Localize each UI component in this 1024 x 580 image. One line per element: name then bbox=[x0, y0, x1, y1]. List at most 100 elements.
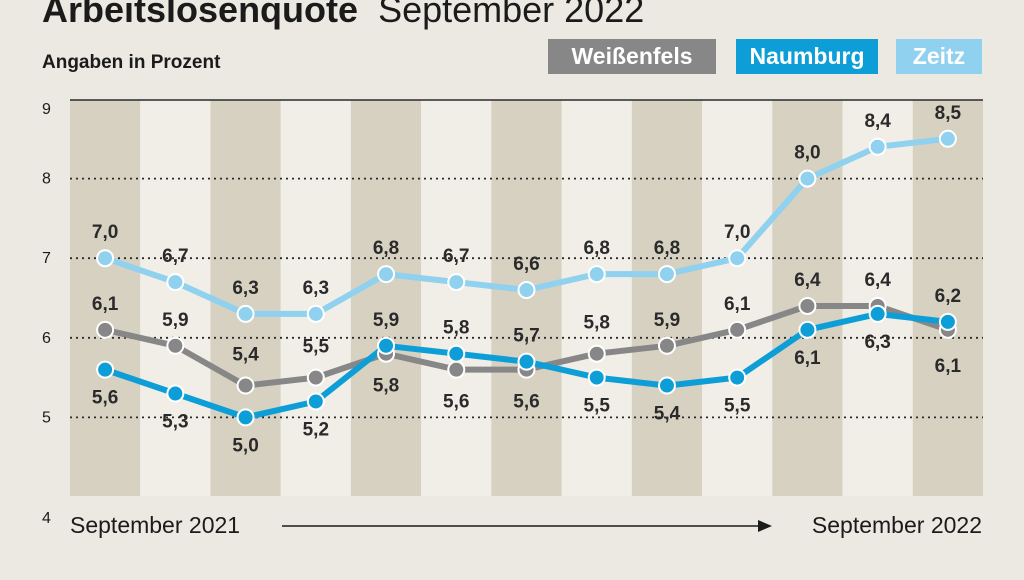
data-label-weissenfels: 5,6 bbox=[443, 392, 469, 413]
data-point-zeitz bbox=[587, 265, 606, 284]
column-band bbox=[140, 100, 211, 496]
chart-title: Arbeitslosenquote September 2022 bbox=[42, 0, 644, 30]
data-point-weißenfels bbox=[587, 344, 606, 363]
legend-swatch-zeitz bbox=[896, 39, 982, 74]
legend-label-naumburg: Naumburg bbox=[750, 43, 865, 69]
data-point-naumburg bbox=[166, 384, 185, 403]
chart-subtitle: Angaben in Prozent bbox=[42, 52, 221, 73]
data-label-zeitz: 7,0 bbox=[724, 222, 750, 243]
data-label-zeitz: 8,5 bbox=[935, 103, 962, 124]
x-axis-start-label: September 2021 bbox=[70, 512, 240, 538]
data-label-weissenfels: 5,6 bbox=[513, 392, 539, 413]
column-band bbox=[561, 100, 632, 496]
legend: Weißenfels Naumburg Zeitz bbox=[548, 39, 982, 74]
data-label-zeitz: 6,7 bbox=[443, 246, 469, 267]
data-label-weissenfels: 5,9 bbox=[654, 310, 680, 331]
data-label-naumburg: 5,5 bbox=[724, 396, 751, 417]
column-band bbox=[350, 100, 422, 496]
data-label-weissenfels: 5,9 bbox=[162, 310, 188, 331]
column-band bbox=[702, 100, 773, 496]
data-point-naumburg bbox=[728, 368, 747, 387]
data-label-zeitz: 6,8 bbox=[373, 238, 399, 259]
y-tick-label: 6 bbox=[42, 330, 51, 347]
data-label-zeitz: 6,3 bbox=[232, 278, 258, 299]
data-point-naumburg bbox=[96, 360, 115, 379]
data-label-zeitz: 8,4 bbox=[864, 111, 891, 132]
axes: 9 8 7 6 5 4 September 2021 September 2022 bbox=[42, 101, 982, 538]
data-label-zeitz: 6,7 bbox=[162, 246, 188, 267]
data-point-weißenfels bbox=[96, 320, 115, 339]
data-point-weißenfels bbox=[236, 376, 255, 395]
data-point-zeitz bbox=[728, 249, 747, 268]
data-point-naumburg bbox=[938, 312, 957, 331]
data-label-naumburg: 5,6 bbox=[92, 388, 118, 409]
data-point-naumburg bbox=[517, 352, 536, 371]
data-label-weissenfels: 6,1 bbox=[92, 294, 119, 315]
data-label-weissenfels: 6,4 bbox=[794, 270, 821, 291]
column-band bbox=[421, 100, 492, 496]
data-label-naumburg: 5,2 bbox=[303, 419, 329, 440]
data-labels: 7,0 6,7 6,3 6,3 6,8 6,7 6,6 6,8 6,8 7,0 8,0 8,4 8,5 6… bbox=[92, 103, 962, 457]
data-point-zeitz bbox=[798, 169, 817, 188]
legend-swatch-weißenfels bbox=[548, 39, 716, 74]
data-label-naumburg: 5,3 bbox=[162, 412, 188, 433]
data-point-weißenfels bbox=[447, 360, 466, 379]
data-point-zeitz bbox=[657, 265, 676, 284]
data-label-weissenfels: 5,4 bbox=[232, 345, 259, 366]
data-point-weißenfels bbox=[728, 320, 747, 339]
data-point-naumburg bbox=[657, 376, 676, 395]
data-label-naumburg: 5,4 bbox=[654, 404, 681, 425]
y-tick-label: 8 bbox=[42, 171, 51, 188]
column-bands bbox=[70, 100, 983, 496]
data-label-weissenfels: 6,1 bbox=[935, 356, 962, 377]
data-point-naumburg bbox=[377, 336, 396, 355]
y-tick-label: 7 bbox=[42, 250, 51, 267]
data-point-zeitz bbox=[517, 281, 536, 300]
data-point-weißenfels bbox=[798, 296, 817, 315]
data-label-naumburg: 5,9 bbox=[373, 310, 399, 331]
data-label-zeitz: 6,6 bbox=[513, 254, 539, 275]
legend-label-zeitz: Zeitz bbox=[913, 43, 965, 69]
chart-header: Arbeitslosenquote September 2022 Angaben… bbox=[42, 0, 644, 73]
y-tick-label: 9 bbox=[42, 101, 51, 118]
data-point-zeitz bbox=[447, 273, 466, 292]
data-point-naumburg bbox=[798, 320, 817, 339]
chart-title-light: September 2022 bbox=[378, 0, 644, 30]
data-point-weißenfels bbox=[166, 336, 185, 355]
data-point-zeitz bbox=[236, 304, 255, 323]
data-label-weissenfels: 5,5 bbox=[303, 337, 330, 358]
data-label-weissenfels: 5,8 bbox=[584, 313, 610, 334]
data-point-zeitz bbox=[96, 249, 115, 268]
data-point-zeitz bbox=[868, 137, 887, 156]
data-point-weißenfels bbox=[306, 368, 325, 387]
data-point-weißenfels bbox=[657, 336, 676, 355]
column-band bbox=[631, 100, 703, 496]
data-label-naumburg: 5,0 bbox=[232, 435, 258, 456]
data-label-zeitz: 6,3 bbox=[303, 278, 329, 299]
data-label-naumburg: 6,3 bbox=[864, 332, 890, 353]
legend-label-weißenfels: Weißenfels bbox=[572, 43, 693, 69]
column-band bbox=[70, 100, 141, 496]
data-point-naumburg bbox=[587, 368, 606, 387]
legend-swatch-naumburg bbox=[736, 39, 878, 74]
data-label-zeitz: 6,8 bbox=[584, 238, 610, 259]
data-point-zeitz bbox=[938, 129, 957, 148]
data-point-naumburg bbox=[868, 304, 887, 323]
data-point-zeitz bbox=[166, 273, 185, 292]
data-point-zeitz bbox=[377, 265, 396, 284]
data-label-naumburg: 5,8 bbox=[443, 318, 469, 339]
data-point-naumburg bbox=[447, 344, 466, 363]
chart-title-bold: Arbeitslosenquote bbox=[42, 0, 358, 30]
data-label-naumburg: 6,1 bbox=[794, 348, 821, 369]
x-axis-arrowhead bbox=[758, 520, 772, 532]
data-label-zeitz: 7,0 bbox=[92, 222, 118, 243]
data-label-zeitz: 6,8 bbox=[654, 238, 680, 259]
y-tick-label: 5 bbox=[42, 409, 51, 426]
y-tick-label: 4 bbox=[42, 510, 51, 527]
column-band bbox=[210, 100, 281, 496]
column-band bbox=[912, 100, 983, 496]
data-label-weissenfels: 5,8 bbox=[373, 376, 399, 397]
data-label-naumburg: 5,7 bbox=[513, 326, 539, 347]
data-label-naumburg: 5,5 bbox=[584, 396, 611, 417]
